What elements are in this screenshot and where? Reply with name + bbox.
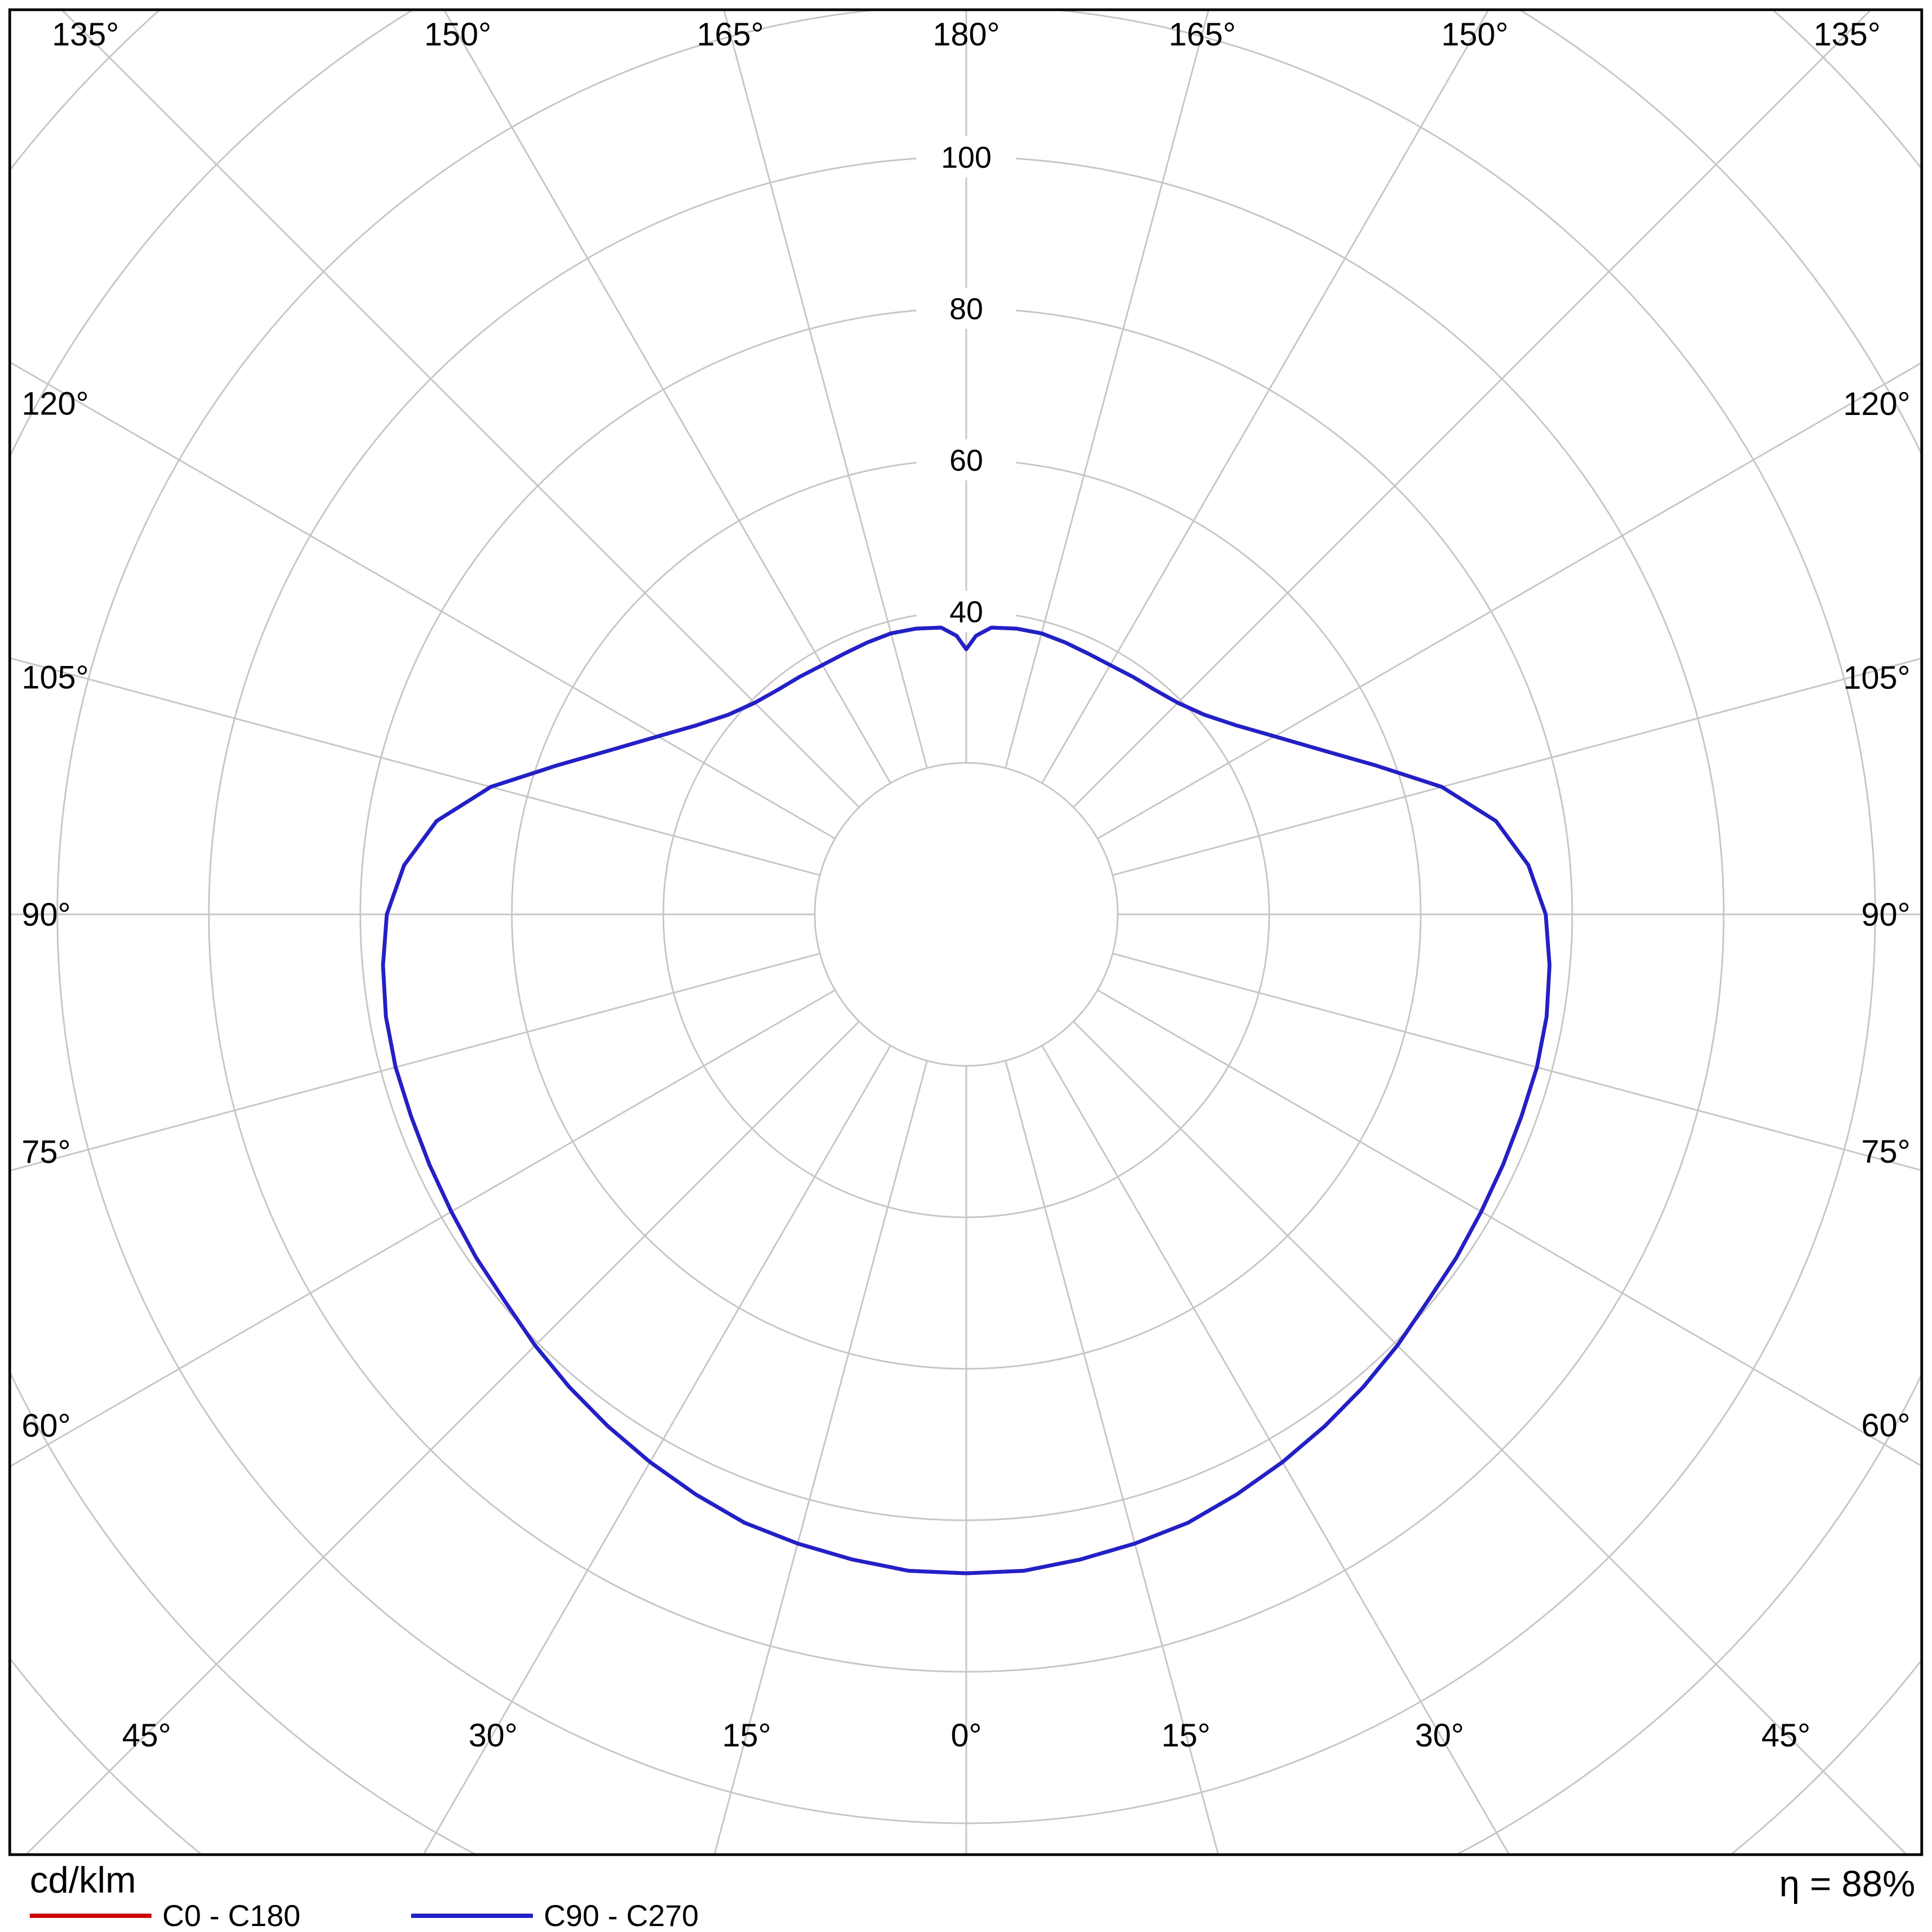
angle-label-120-left: 120°	[22, 385, 89, 421]
chart-frame	[8, 8, 1923, 1856]
angle-label-30-right: 30°	[1415, 1717, 1464, 1753]
angle-label-105-right: 105°	[1843, 660, 1910, 696]
angle-label-15-left: 15°	[722, 1717, 772, 1753]
radius-label-80: 80	[949, 292, 983, 326]
angle-label-15-right: 15°	[1162, 1717, 1211, 1753]
angle-label-30-left: 30°	[469, 1717, 518, 1753]
angle-label-135-right: 135°	[1814, 16, 1881, 52]
angle-label-165-left: 165°	[697, 16, 764, 52]
angle-label-75-left: 75°	[22, 1133, 71, 1170]
radius-label-60: 60	[949, 443, 983, 477]
angle-label-45-right: 45°	[1762, 1717, 1811, 1753]
unit-label: cd/klm	[30, 1860, 136, 1901]
angle-label-90-right: 90°	[1861, 896, 1910, 933]
angle-label-0-right: 0°	[951, 1717, 981, 1753]
angle-label-150-right: 150°	[1441, 16, 1508, 52]
angle-labels: 0° 15° 15° 30° 30° 45° 45° 60° 60° 75° 75° 90° 90° 10…	[22, 16, 1910, 1753]
radius-value-labels: 40 60 80 100	[916, 136, 1016, 632]
radius-label-40: 40	[949, 595, 983, 629]
angle-label-150-left: 150°	[424, 16, 491, 52]
legend: cd/klm η = 88% C0 - C180 C90 - C270	[30, 1860, 1915, 1932]
angle-label-90-left: 90°	[22, 896, 71, 933]
legend-label-c90-c270: C90 - C270	[544, 1898, 698, 1932]
angle-label-180-right: 180°	[933, 16, 1000, 52]
angle-label-120-right: 120°	[1843, 386, 1910, 422]
angle-label-45-left: 45°	[122, 1717, 172, 1753]
angle-label-75-right: 75°	[1861, 1133, 1910, 1170]
legend-label-c0-c180: C0 - C180	[162, 1898, 300, 1932]
radius-label-100: 100	[941, 140, 991, 174]
angle-label-165-right: 165°	[1169, 16, 1236, 52]
intensity-curves	[381, 625, 1552, 1575]
angle-label-135-left: 135°	[52, 16, 119, 52]
angle-label-105-left: 105°	[22, 660, 89, 696]
angle-label-60-left: 60°	[22, 1408, 71, 1444]
curve-c90-c270	[381, 625, 1552, 1575]
efficiency-label: η = 88%	[1779, 1863, 1915, 1904]
angle-label-60-right: 60°	[1861, 1407, 1910, 1443]
